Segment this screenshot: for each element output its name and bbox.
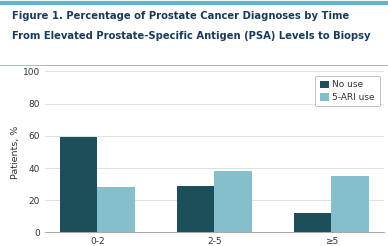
Y-axis label: Patients, %: Patients, % bbox=[11, 125, 20, 179]
Bar bbox=[331, 176, 369, 232]
Bar bbox=[60, 138, 97, 232]
Bar bbox=[97, 187, 135, 232]
Bar bbox=[214, 171, 252, 232]
Text: Figure 1. Percentage of Prostate Cancer Diagnoses by Time: Figure 1. Percentage of Prostate Cancer … bbox=[12, 11, 349, 21]
Bar bbox=[177, 186, 214, 232]
Text: From Elevated Prostate-Specific Antigen (PSA) Levels to Biopsy: From Elevated Prostate-Specific Antigen … bbox=[12, 31, 370, 41]
Legend: No use, 5-ARI use: No use, 5-ARI use bbox=[315, 76, 379, 107]
Bar bbox=[294, 213, 331, 232]
